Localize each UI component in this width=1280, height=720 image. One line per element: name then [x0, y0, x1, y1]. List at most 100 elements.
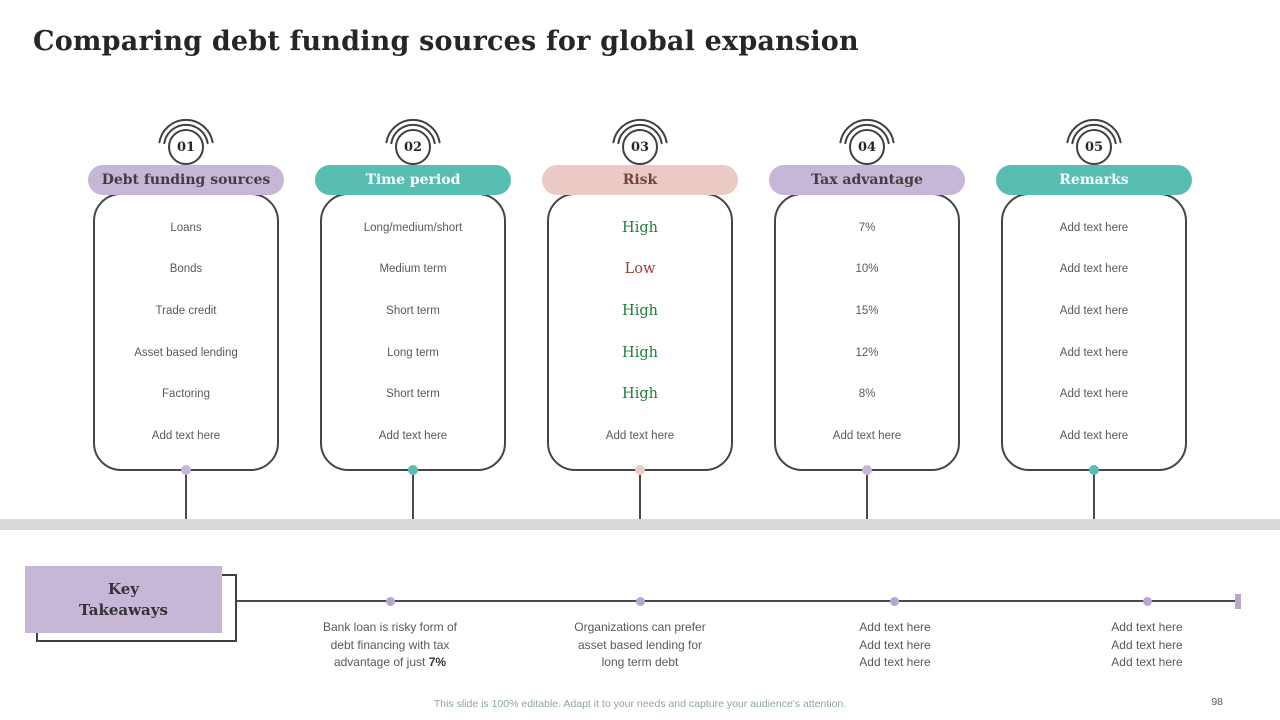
step-badge-03: 03	[608, 116, 672, 168]
page-title: Comparing debt funding sources for globa…	[33, 26, 859, 57]
badge-arcs-icon	[385, 118, 441, 145]
connector-line	[866, 471, 868, 521]
badge-arcs-icon	[839, 118, 895, 145]
column-card: High Low High High High Add text here	[547, 193, 733, 475]
takeaway-line: long term debt	[601, 655, 679, 669]
takeaway-line-placeholder: Add text here	[1111, 637, 1183, 652]
connector-dot	[181, 465, 191, 475]
cell-text: 12%	[855, 346, 879, 359]
takeaway-item-1: Bank loan is risky form of debt financin…	[275, 619, 505, 672]
timeline-dot	[890, 597, 899, 606]
cell-text: Long/medium/short	[363, 221, 463, 234]
key-takeaways-label-line2: Takeaways	[79, 600, 168, 619]
timeline-endcap	[1235, 594, 1241, 609]
column-remarks: 05 Remarks Add text here Add text here A…	[996, 116, 1192, 521]
takeaway-line: debt financing with tax	[330, 637, 450, 652]
key-takeaways-box: Key Takeaways	[25, 566, 222, 633]
takeaway-item-4: Add text here Add text here Add text her…	[1032, 619, 1262, 672]
cell-text: 7%	[858, 221, 876, 234]
cell-text: Trade credit	[155, 305, 217, 318]
cell-text-placeholder: Add text here	[1059, 221, 1129, 234]
step-number: 03	[622, 129, 658, 165]
cell-text-placeholder: Add text here	[378, 430, 448, 443]
key-takeaways-label-line1: Key	[108, 579, 139, 598]
badge-arcs-icon	[1066, 118, 1122, 145]
horizontal-divider-bar	[0, 519, 1280, 530]
cell-text: Medium term	[379, 263, 447, 276]
step-badge-04: 04	[835, 116, 899, 168]
risk-value: Low	[624, 261, 656, 278]
cell-text-placeholder: Add text here	[1059, 388, 1129, 401]
cell-text: Factoring	[162, 388, 210, 401]
column-card: Long/medium/short Medium term Short term…	[320, 193, 506, 475]
cell-text-placeholder: Add text here	[1059, 346, 1129, 359]
risk-value: High	[622, 303, 658, 320]
column-risk: 03 Risk High Low High High High Add text…	[542, 116, 738, 521]
takeaway-line-placeholder: Add text here	[859, 655, 931, 669]
takeaway-item-2: Organizations can prefer asset based len…	[525, 619, 755, 672]
connector-dot	[1089, 465, 1099, 475]
cell-text: Short term	[386, 305, 440, 318]
cell-text: Short term	[386, 388, 440, 401]
column-header-risk: Risk	[542, 165, 738, 195]
cell-text-placeholder: Add text here	[1059, 263, 1129, 276]
cell-text: Asset based lending	[134, 346, 238, 359]
column-header-remarks: Remarks	[996, 165, 1192, 195]
connector-dot	[408, 465, 418, 475]
connector-dot	[635, 465, 645, 475]
column-header-debt-funding-sources: Debt funding sources	[88, 165, 284, 195]
connector-dot	[862, 465, 872, 475]
column-card: Add text here Add text here Add text her…	[1001, 193, 1187, 475]
cell-text-placeholder: Add text here	[151, 430, 221, 443]
badge-arcs-icon	[612, 118, 668, 145]
timeline-dot	[386, 597, 395, 606]
timeline-dot	[1143, 597, 1152, 606]
connector-line	[1093, 471, 1095, 521]
step-number: 01	[168, 129, 204, 165]
step-badge-01: 01	[154, 116, 218, 168]
takeaways-timeline	[237, 600, 1237, 602]
takeaway-item-3: Add text here Add text here Add text her…	[780, 619, 1010, 672]
step-number: 02	[395, 129, 431, 165]
takeaway-line-placeholder: Add text here	[859, 637, 931, 652]
badge-arcs-icon	[158, 118, 214, 145]
step-number: 04	[849, 129, 885, 165]
cell-text-placeholder: Add text here	[832, 430, 902, 443]
column-time-period: 02 Time period Long/medium/short Medium …	[315, 116, 511, 521]
takeaway-line: asset based lending for	[577, 637, 703, 652]
risk-value: High	[622, 344, 658, 361]
column-header-tax-advantage: Tax advantage	[769, 165, 965, 195]
column-card: 7% 10% 15% 12% 8% Add text here	[774, 193, 960, 475]
step-badge-02: 02	[381, 116, 445, 168]
takeaway-line: Bank loan is risky form of	[322, 620, 458, 634]
column-header-time-period: Time period	[315, 165, 511, 195]
connector-line	[185, 471, 187, 521]
takeaway-line-placeholder: Add text here	[1111, 620, 1183, 634]
comparison-columns: 01 Debt funding sources Loans Bonds Trad…	[88, 116, 1192, 521]
cell-text: 8%	[858, 388, 876, 401]
risk-value: High	[622, 219, 658, 236]
takeaway-line-placeholder: Add text here	[1111, 655, 1183, 669]
column-tax-advantage: 04 Tax advantage 7% 10% 15% 12% 8% Add t…	[769, 116, 965, 521]
cell-text-placeholder: Add text here	[1059, 430, 1129, 443]
cell-text: Loans	[170, 221, 202, 234]
takeaway-line-placeholder: Add text here	[859, 620, 931, 634]
page-number: 98	[1211, 696, 1223, 708]
step-badge-05: 05	[1062, 116, 1126, 168]
takeaway-line-text: advantage of just	[333, 655, 429, 669]
connector-line	[639, 471, 641, 521]
takeaway-line-bold: 7%	[428, 655, 447, 669]
cell-text: 10%	[855, 263, 879, 276]
cell-text: 15%	[855, 305, 879, 318]
cell-text-placeholder: Add text here	[605, 430, 675, 443]
column-card: Loans Bonds Trade credit Asset based len…	[93, 193, 279, 475]
column-debt-funding-sources: 01 Debt funding sources Loans Bonds Trad…	[88, 116, 284, 521]
editable-note: This slide is 100% editable. Adapt it to…	[433, 698, 847, 710]
cell-text: Long term	[387, 346, 439, 359]
risk-value: High	[622, 386, 658, 403]
timeline-dot	[636, 597, 645, 606]
cell-text-placeholder: Add text here	[1059, 305, 1129, 318]
takeaway-line: Organizations can prefer	[574, 620, 706, 634]
takeaway-line: advantage of just 7%	[275, 654, 505, 672]
